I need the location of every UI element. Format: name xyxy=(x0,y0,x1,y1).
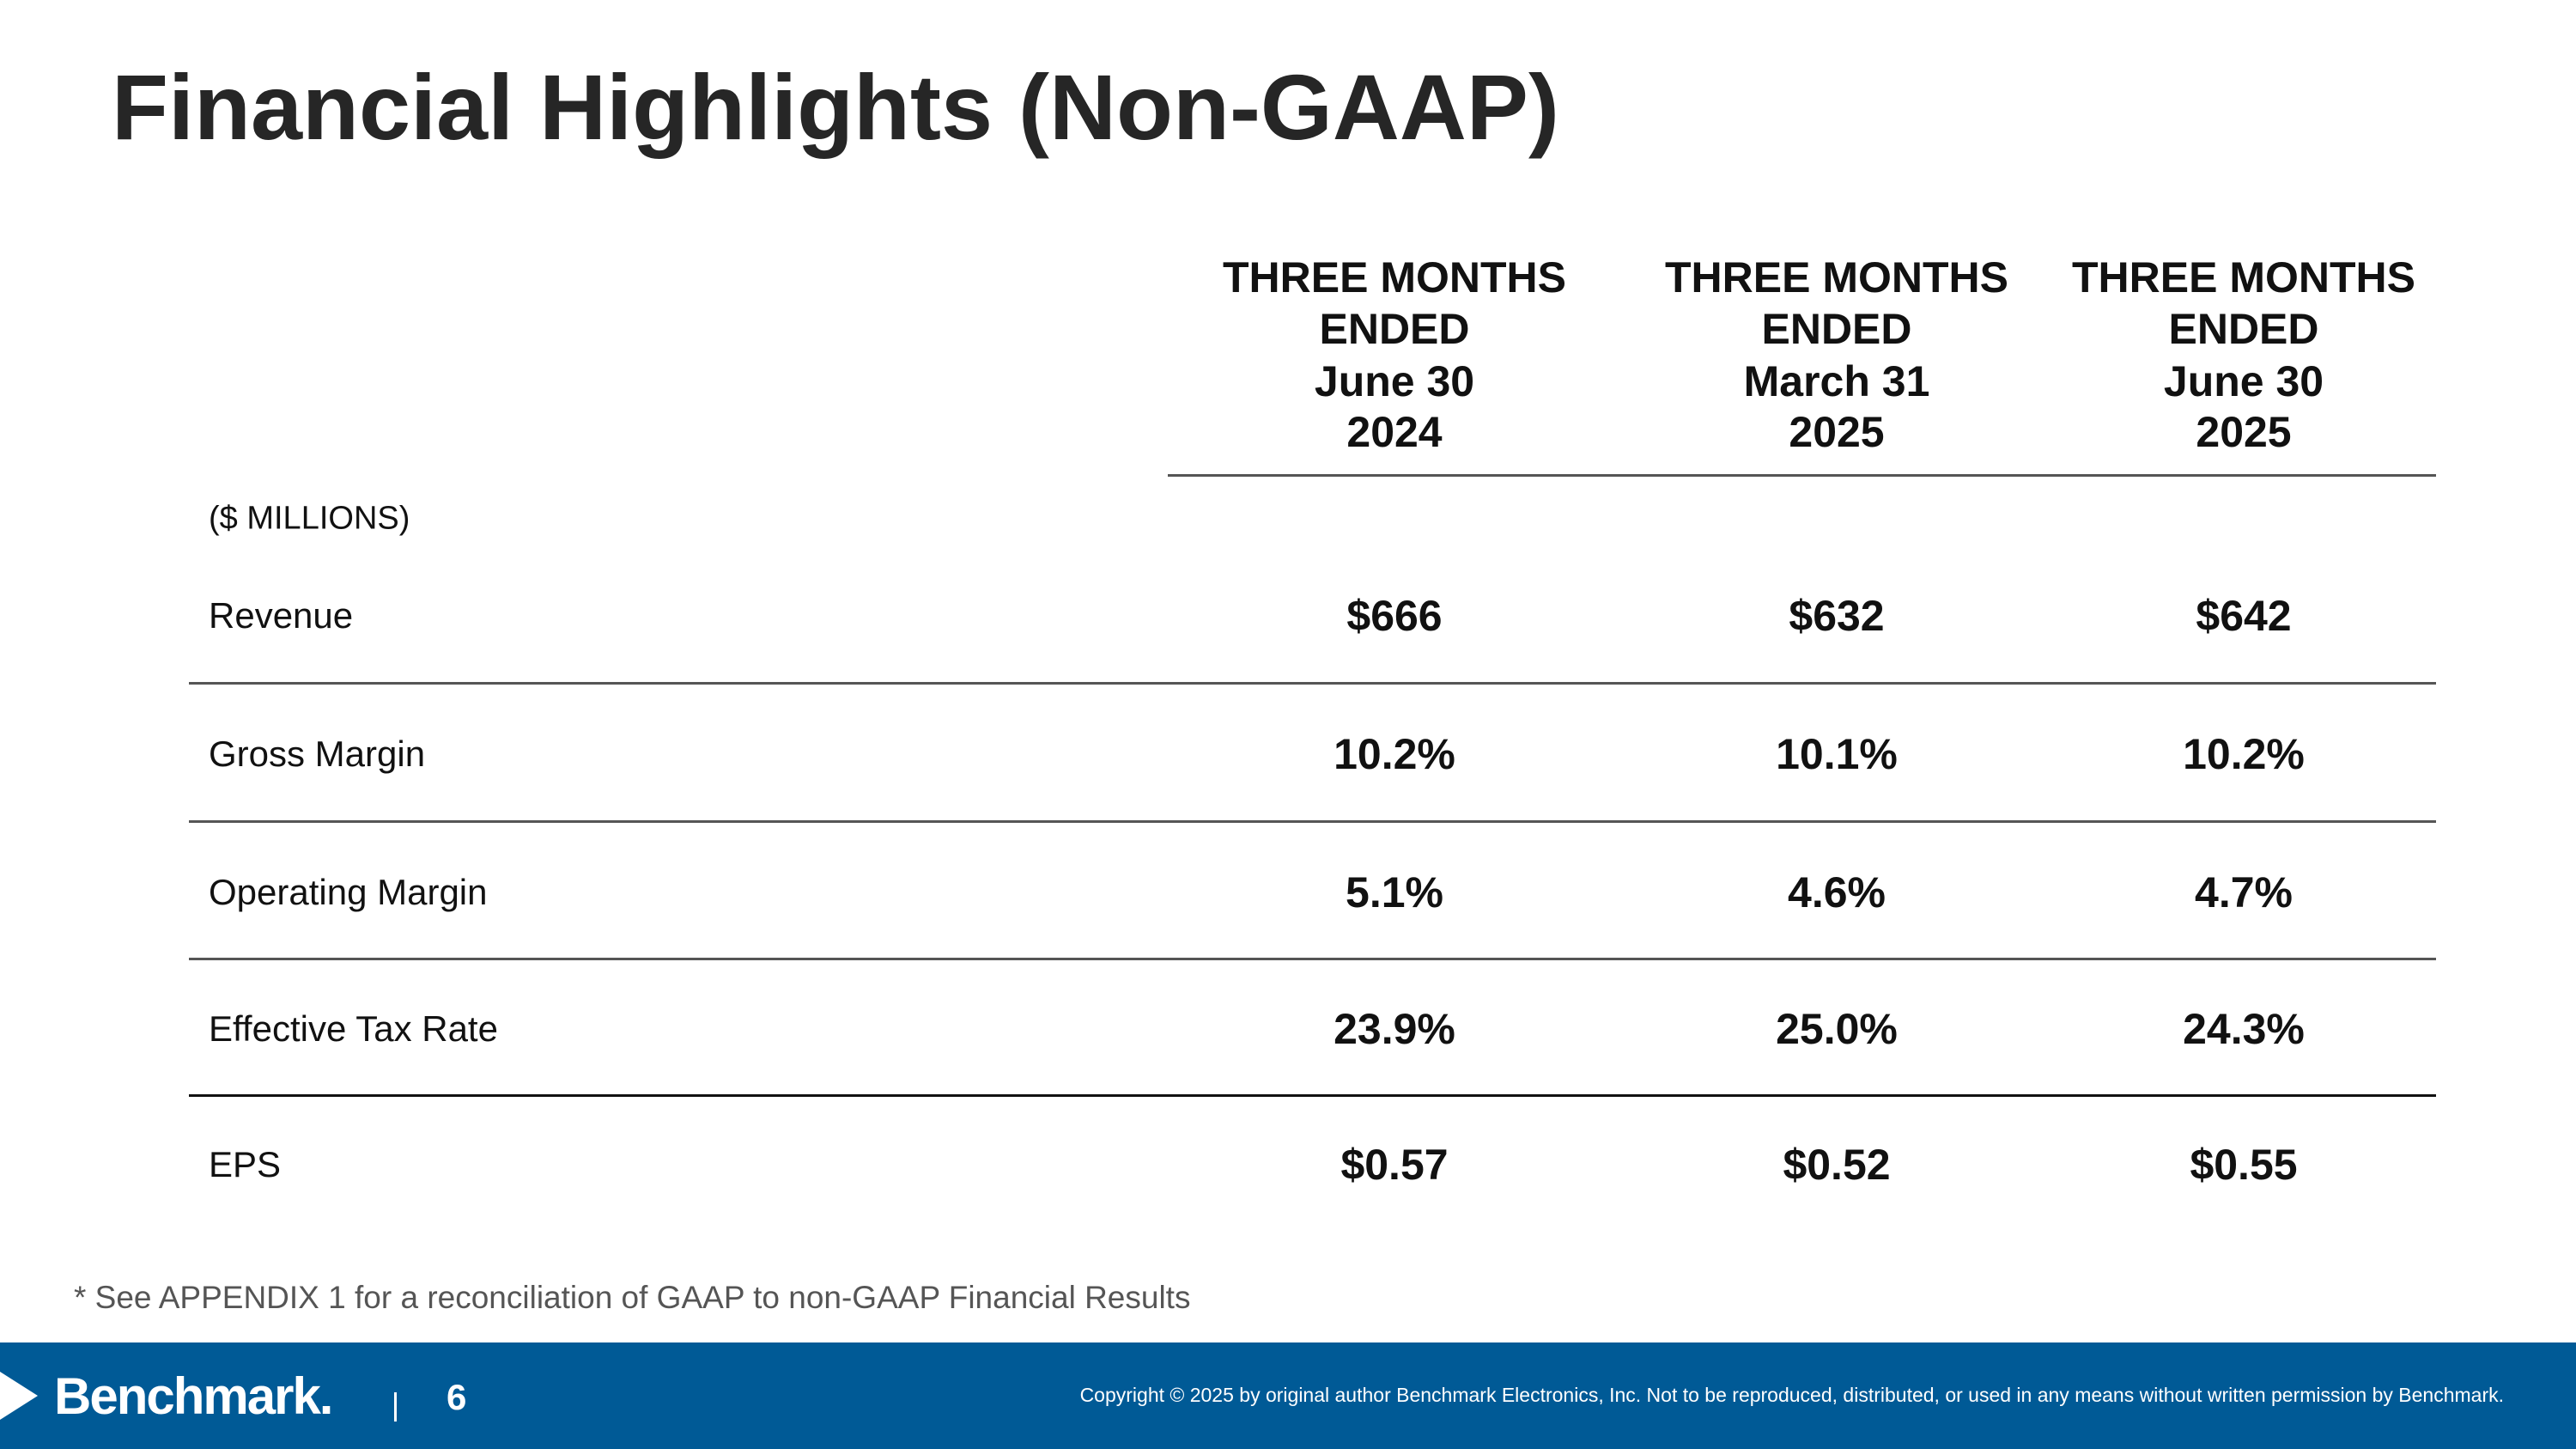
slide-title: Financial Highlights (Non-GAAP) xyxy=(112,55,1559,159)
cell-value: 25.0% xyxy=(1776,1005,1898,1053)
column-header: June 30 xyxy=(2163,357,2324,405)
row-label: Gross Margin xyxy=(209,734,426,774)
column-header: June 30 xyxy=(1314,357,1475,405)
row-label: Operating Margin xyxy=(209,872,488,912)
cell-value: $0.57 xyxy=(1340,1141,1449,1189)
column-header: 2025 xyxy=(1789,408,1885,456)
row-rule xyxy=(189,958,2436,960)
column-header: 2024 xyxy=(1346,408,1443,456)
column-header: THREE MONTHS xyxy=(1223,253,1566,301)
column-header: ENDED xyxy=(2168,305,2319,353)
row-label: Effective Tax Rate xyxy=(209,1008,498,1049)
cell-value: 24.3% xyxy=(2183,1005,2305,1053)
page-number: 6 xyxy=(447,1377,467,1417)
cell-value: $666 xyxy=(1346,592,1443,640)
units-label: ($ MILLIONS) xyxy=(209,500,410,537)
column-header: THREE MONTHS xyxy=(2072,253,2415,301)
separator xyxy=(394,1392,397,1422)
cell-value: $632 xyxy=(1789,592,1885,640)
cell-value: 4.7% xyxy=(2195,868,2293,916)
column-header: ENDED xyxy=(1319,305,1470,353)
cell-value: $0.52 xyxy=(1783,1141,1891,1189)
footnote: * See APPENDIX 1 for a reconciliation of… xyxy=(74,1280,1191,1315)
cell-value: 5.1% xyxy=(1346,868,1443,916)
row-label: EPS xyxy=(209,1144,282,1184)
logo-arrow xyxy=(0,1372,38,1420)
logo: Benchmark. xyxy=(54,1367,333,1425)
cell-value: 23.9% xyxy=(1334,1005,1455,1053)
row-rule xyxy=(189,682,2436,685)
row-label: Revenue xyxy=(209,595,354,636)
cell-value: 4.6% xyxy=(1788,868,1886,916)
cell-value: 10.1% xyxy=(1776,730,1898,778)
header-rule xyxy=(1168,474,2436,477)
column-header: THREE MONTHS xyxy=(1665,253,2008,301)
column-header: ENDED xyxy=(1761,305,1912,353)
footer: Benchmark. 6 Copyright © 2025 by origina… xyxy=(0,1342,2576,1449)
row-rule xyxy=(189,820,2436,823)
cell-value: $0.55 xyxy=(2190,1141,2298,1189)
column-header: 2025 xyxy=(2196,408,2292,456)
cell-value: 10.2% xyxy=(1334,730,1455,778)
row-rule xyxy=(189,1094,2436,1097)
cell-value: $642 xyxy=(2196,592,2292,640)
column-header: March 31 xyxy=(1743,357,1930,405)
cell-value: 10.2% xyxy=(2183,730,2305,778)
copyright: Copyright © 2025 by original author Benc… xyxy=(1079,1384,2504,1406)
